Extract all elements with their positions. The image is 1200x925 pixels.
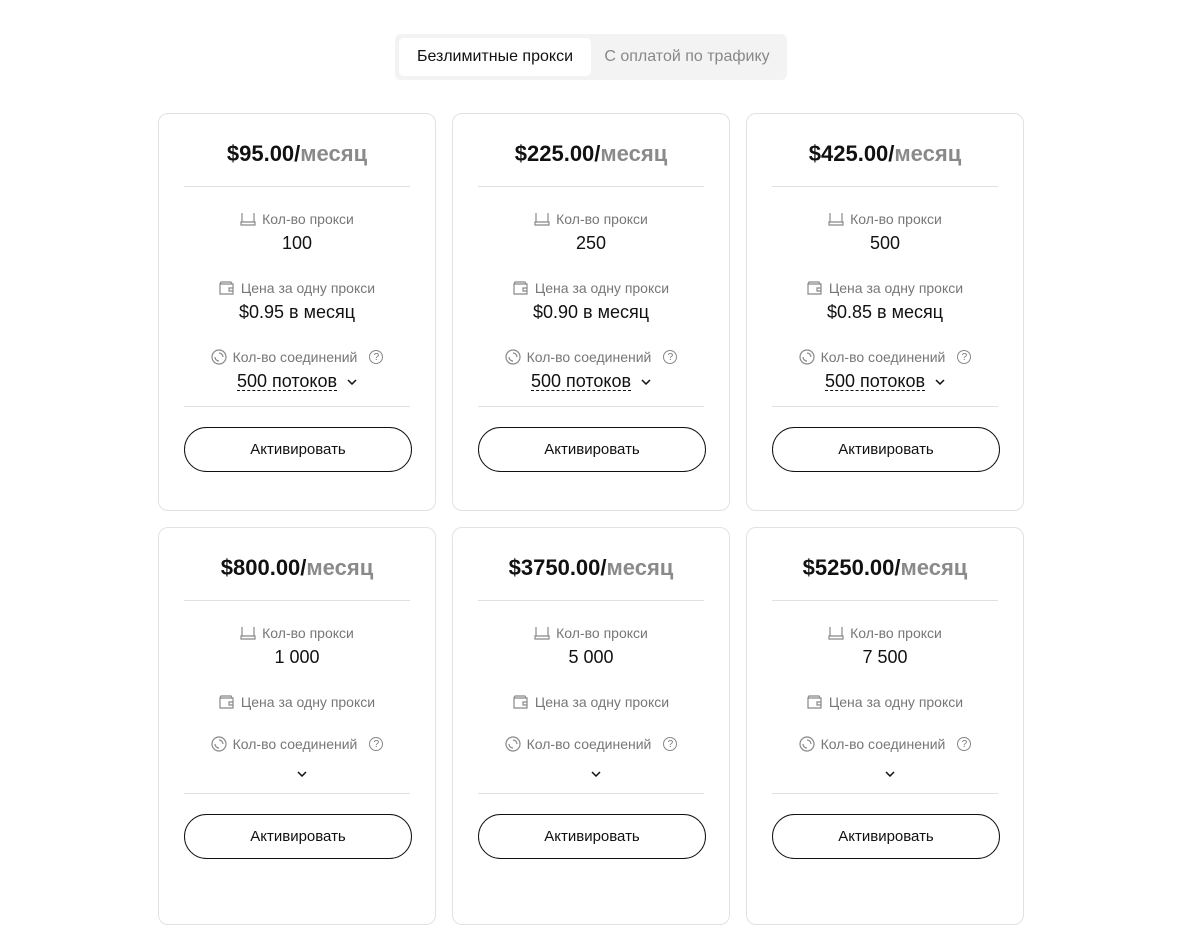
plan-price: $95.00/месяц <box>184 141 410 187</box>
router-icon <box>240 627 256 640</box>
plan-price: $5250.00/месяц <box>772 555 998 601</box>
proxy-count-label: Кол-во прокси <box>262 625 354 641</box>
divider <box>184 406 410 407</box>
spiral-icon <box>799 349 815 365</box>
proxy-count-value: 1 000 <box>274 647 320 667</box>
connections-label: Кол-во соединений <box>526 349 652 365</box>
threads-dropdown[interactable] <box>287 770 307 777</box>
price-per-proxy-label: Цена за одну прокси <box>240 694 376 710</box>
activate-button[interactable]: Активировать <box>772 427 1000 472</box>
plan-card: $3750.00/месяц Кол-во прокси 5 000 Цена … <box>452 527 730 925</box>
threads-dropdown[interactable]: 500 потоков <box>824 372 945 391</box>
router-icon <box>828 627 844 640</box>
activate-button[interactable]: Активировать <box>184 814 412 859</box>
proxy-count-value: 500 <box>869 233 901 253</box>
divider <box>478 406 704 407</box>
chevron-down-icon <box>885 770 895 777</box>
divider <box>772 793 998 794</box>
question-circle-icon[interactable]: ? <box>663 350 678 364</box>
plans-grid: $95.00/месяц Кол-во прокси 100 Цена за о… <box>158 113 1024 925</box>
question-circle-icon[interactable]: ? <box>957 737 972 751</box>
spiral-icon <box>211 736 227 752</box>
price-per-proxy-label: Цена за одну прокси <box>240 280 376 296</box>
proxy-count-value: 100 <box>281 233 313 253</box>
divider <box>772 406 998 407</box>
plan-price: $800.00/месяц <box>184 555 410 601</box>
proxy-count-label: Кол-во прокси <box>262 211 354 227</box>
connections-label: Кол-во соединений <box>526 736 652 752</box>
plan-price: $225.00/месяц <box>478 141 704 187</box>
threads-dropdown[interactable]: 500 потоков <box>236 372 357 391</box>
connections-label: Кол-во соединений <box>820 736 946 752</box>
proxy-count-value: 250 <box>575 233 607 253</box>
plan-type-tabs: Безлимитные прокси С оплатой по трафику <box>395 34 787 80</box>
wallet-icon <box>807 695 822 709</box>
plan-card: $225.00/месяц Кол-во прокси 250 Цена за … <box>452 113 730 511</box>
connections-label: Кол-во соединений <box>232 736 358 752</box>
wallet-icon <box>807 281 822 295</box>
chevron-down-icon <box>297 770 307 777</box>
activate-button[interactable]: Активировать <box>478 814 706 859</box>
router-icon <box>240 213 256 226</box>
router-icon <box>828 213 844 226</box>
tab-unlimited[interactable]: Безлимитные прокси <box>399 38 591 76</box>
proxy-count-label: Кол-во прокси <box>556 625 648 641</box>
question-circle-icon[interactable]: ? <box>663 737 678 751</box>
price-per-proxy-label: Цена за одну прокси <box>534 280 670 296</box>
activate-button[interactable]: Активировать <box>184 427 412 472</box>
activate-button[interactable]: Активировать <box>772 814 1000 859</box>
spiral-icon <box>505 736 521 752</box>
plan-card: $5250.00/месяц Кол-во прокси 7 500 Цена … <box>746 527 1024 925</box>
threads-dropdown[interactable]: 500 потоков <box>530 372 651 391</box>
wallet-icon <box>219 695 234 709</box>
plan-card: $800.00/месяц Кол-во прокси 1 000 Цена з… <box>158 527 436 925</box>
price-per-proxy-value: $0.90 в месяц <box>532 302 650 322</box>
price-per-proxy-value: $0.85 в месяц <box>826 302 944 322</box>
chevron-down-icon <box>347 378 357 385</box>
price-per-proxy-label: Цена за одну прокси <box>534 694 670 710</box>
question-circle-icon[interactable]: ? <box>369 737 384 751</box>
plan-card: $425.00/месяц Кол-во прокси 500 Цена за … <box>746 113 1024 511</box>
connections-label: Кол-во соединений <box>232 349 358 365</box>
threads-dropdown[interactable] <box>581 770 601 777</box>
chevron-down-icon <box>591 770 601 777</box>
chevron-down-icon <box>641 378 651 385</box>
price-per-proxy-value: $0.95 в месяц <box>238 302 356 322</box>
tab-traffic[interactable]: С оплатой по трафику <box>604 48 770 65</box>
spiral-icon <box>211 349 227 365</box>
proxy-count-value: 5 000 <box>568 647 614 667</box>
proxy-count-label: Кол-во прокси <box>850 625 942 641</box>
proxy-count-label: Кол-во прокси <box>556 211 648 227</box>
price-per-proxy-label: Цена за одну прокси <box>828 280 964 296</box>
divider <box>184 793 410 794</box>
proxy-count-label: Кол-во прокси <box>850 211 942 227</box>
plan-price: $425.00/месяц <box>772 141 998 187</box>
threads-dropdown[interactable] <box>875 770 895 777</box>
spiral-icon <box>799 736 815 752</box>
wallet-icon <box>513 695 528 709</box>
activate-button[interactable]: Активировать <box>478 427 706 472</box>
divider <box>478 793 704 794</box>
plan-card: $95.00/месяц Кол-во прокси 100 Цена за о… <box>158 113 436 511</box>
connections-label: Кол-во соединений <box>820 349 946 365</box>
plan-price: $3750.00/месяц <box>478 555 704 601</box>
wallet-icon <box>513 281 528 295</box>
spiral-icon <box>505 349 521 365</box>
wallet-icon <box>219 281 234 295</box>
router-icon <box>534 627 550 640</box>
proxy-count-value: 7 500 <box>862 647 908 667</box>
price-per-proxy-label: Цена за одну прокси <box>828 694 964 710</box>
router-icon <box>534 213 550 226</box>
question-circle-icon[interactable]: ? <box>957 350 972 364</box>
question-circle-icon[interactable]: ? <box>369 350 384 364</box>
chevron-down-icon <box>935 378 945 385</box>
